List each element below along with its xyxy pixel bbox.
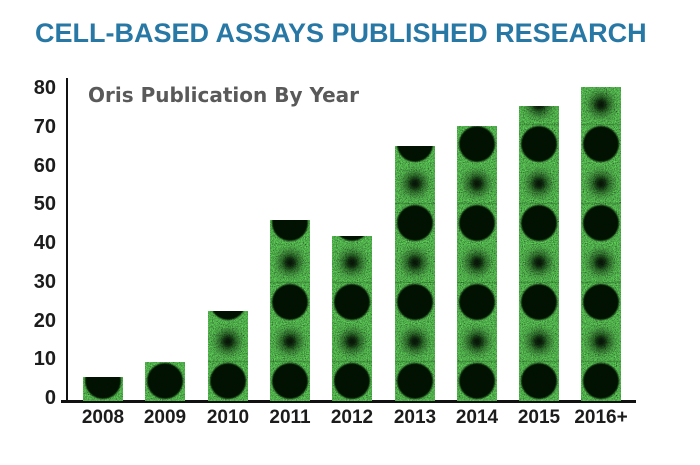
assay-well: [521, 126, 557, 162]
y-tick-label: 70: [33, 115, 56, 138]
assay-well-faint-core: [410, 257, 420, 268]
chart-title: Oris Publication By Year: [88, 83, 360, 107]
assay-well: [397, 205, 433, 241]
y-tick-label: 30: [33, 270, 56, 293]
tile-seam: [395, 202, 435, 205]
assay-well: [147, 363, 183, 399]
x-tick-label: 2011: [269, 407, 311, 428]
y-tick-label: 80: [33, 77, 56, 99]
assay-well: [339, 236, 365, 241]
x-tick-label: 2012: [330, 407, 374, 428]
assay-well-faint-core: [223, 336, 233, 347]
y-tick-label: 60: [33, 154, 56, 177]
assay-well: [521, 284, 557, 320]
assay-well: [85, 377, 121, 399]
tile-seam: [519, 360, 559, 363]
page-title: CELL-BASED ASSAYS PUBLISHED RESEARCH: [35, 18, 647, 48]
assay-well-faint-core: [596, 336, 606, 347]
assay-well: [272, 220, 308, 241]
x-tick-label: 2009: [143, 407, 187, 428]
tile-seam: [581, 123, 621, 126]
assay-well: [397, 363, 433, 399]
tile-seam: [457, 360, 497, 363]
x-tick-label: 2015: [517, 407, 561, 428]
assay-well: [397, 284, 433, 320]
tile-seam: [581, 202, 621, 205]
y-tick-label: 40: [33, 232, 56, 254]
assay-well: [459, 126, 495, 162]
x-tick-label: 2016+: [574, 407, 628, 428]
assay-well: [272, 284, 308, 320]
tile-seam: [332, 360, 372, 363]
assay-well-faint-core: [347, 336, 357, 347]
assay-well-faint-core: [285, 257, 295, 268]
y-axis-line: [66, 78, 68, 403]
tile-seam: [581, 281, 621, 284]
assay-well-faint-core: [410, 336, 420, 347]
assay-well: [459, 284, 495, 320]
x-tick-label: 2013: [393, 407, 437, 428]
assay-well: [334, 363, 370, 399]
bar: [145, 362, 185, 401]
bar: [395, 146, 435, 401]
bar: [208, 311, 248, 401]
tile-seam: [395, 360, 435, 363]
assay-well: [272, 363, 308, 399]
tile-seam: [519, 202, 559, 205]
y-tick-label: 20: [33, 309, 56, 332]
bar: [457, 126, 497, 401]
y-tick-label: 0: [44, 387, 56, 409]
assay-well: [212, 311, 244, 320]
assay-well: [583, 126, 619, 162]
assay-well-faint-core: [472, 257, 482, 268]
y-tick-label: 10: [33, 348, 56, 371]
assay-well: [459, 363, 495, 399]
assay-well: [521, 363, 557, 399]
tile-seam: [208, 360, 248, 363]
bar: [270, 220, 310, 401]
assay-well-faint-core: [596, 178, 606, 189]
assay-well-faint-core: [534, 257, 544, 268]
bar: [83, 377, 123, 401]
assay-well-faint-core: [596, 99, 606, 110]
assay-well: [583, 205, 619, 241]
tile-seam: [457, 281, 497, 284]
assay-well-faint-core: [534, 336, 544, 347]
assay-well: [210, 363, 246, 399]
assay-well-faint-core: [347, 257, 357, 268]
assay-well: [397, 146, 433, 162]
assay-well: [521, 205, 557, 241]
assay-well: [459, 205, 495, 241]
assay-well-faint-core: [472, 178, 482, 189]
tile-seam: [457, 202, 497, 205]
assay-well-faint-core: [534, 178, 544, 189]
assay-well: [334, 284, 370, 320]
assay-well: [583, 363, 619, 399]
assay-well-faint: [529, 106, 549, 115]
x-axis-line: [61, 400, 636, 403]
bar: [519, 106, 559, 401]
assay-well-faint-core: [285, 336, 295, 347]
tile-seam: [519, 281, 559, 284]
tile-seam: [332, 281, 372, 284]
bar: [332, 236, 372, 401]
tile-seam: [581, 360, 621, 363]
assay-well: [583, 284, 619, 320]
tile-seam: [395, 281, 435, 284]
tile-seam: [519, 123, 559, 126]
tile-seam: [270, 360, 310, 363]
assay-well-faint-core: [472, 336, 482, 347]
x-tick-label: 2014: [455, 407, 499, 428]
y-tick-label: 50: [33, 193, 56, 216]
assay-well-faint-core: [596, 257, 606, 268]
x-tick-label: 2008: [81, 407, 125, 428]
tile-seam: [270, 281, 310, 284]
bar: [581, 87, 621, 401]
x-tick-label: 2010: [206, 407, 250, 428]
assay-well-faint-core: [410, 178, 420, 189]
assay-well-faint-core: [534, 106, 544, 110]
